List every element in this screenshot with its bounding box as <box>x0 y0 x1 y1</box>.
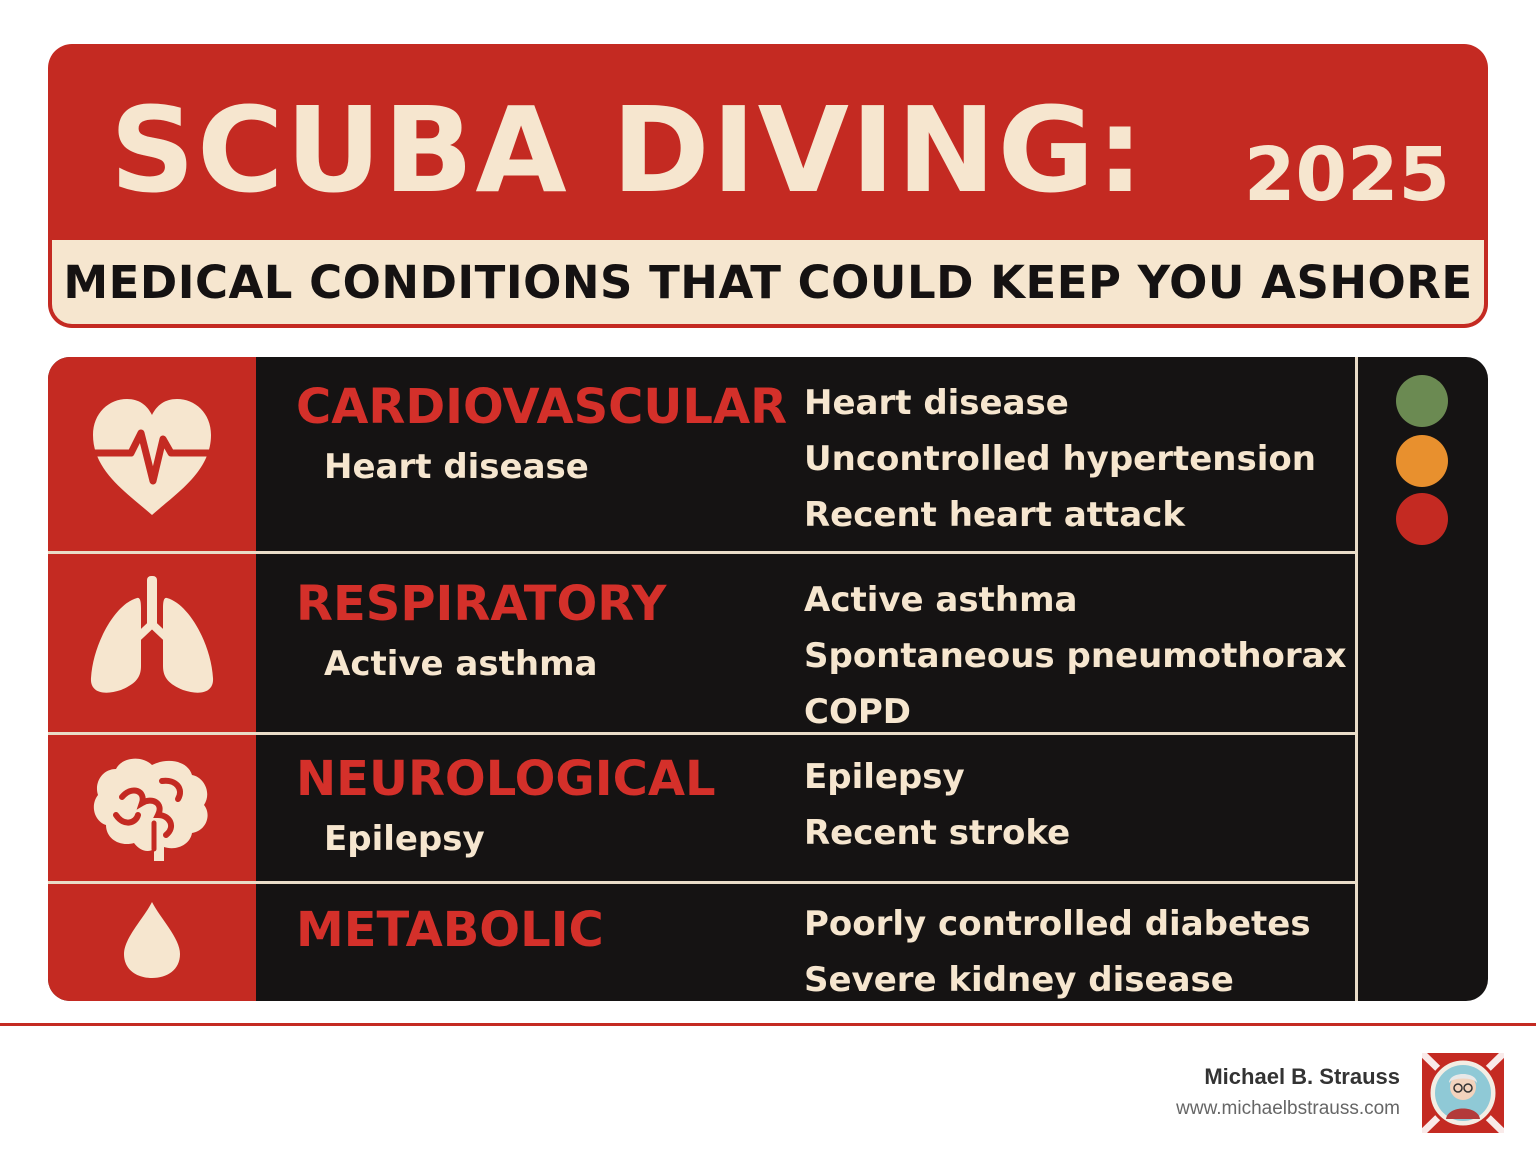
brain-icon <box>48 757 256 865</box>
list-item: COPD <box>804 692 911 732</box>
status-dot-green <box>1396 375 1448 427</box>
list-item: Epilepsy <box>804 757 965 797</box>
category-example-neurological: Epilepsy <box>324 819 485 859</box>
condition-list-metabolic: Poorly controlled diabetes Severe kidney… <box>804 896 1311 1001</box>
lungs-icon <box>48 574 256 698</box>
list-item: Heart disease <box>804 383 1069 423</box>
category-title-neurological: NEUROLOGICAL <box>296 751 716 807</box>
list-item: Recent stroke <box>804 813 1071 853</box>
page-title: SCUBA DIVING: <box>110 81 1146 219</box>
conditions-table: CARDIOVASCULAR Heart disease Heart disea… <box>48 357 1488 1001</box>
author-logo <box>1419 1050 1507 1136</box>
title-banner: SCUBA DIVING: 2025 MEDICAL CONDITIONS TH… <box>48 44 1488 328</box>
status-dot-red <box>1396 493 1448 545</box>
footer-divider <box>0 1023 1536 1026</box>
category-title-cardiovascular: CARDIOVASCULAR <box>296 379 788 435</box>
author-name: Michael B. Strauss <box>1204 1064 1400 1089</box>
row-divider <box>48 881 1357 884</box>
category-example-cardiovascular: Heart disease <box>324 447 589 487</box>
category-example-respiratory: Active asthma <box>324 644 598 684</box>
condition-list-neurological: Epilepsy Recent stroke <box>804 749 1070 861</box>
column-divider <box>1355 357 1358 1001</box>
table-row-respiratory: RESPIRATORY Active asthma Active asthma … <box>48 554 1355 732</box>
category-title-metabolic: METABOLIC <box>296 902 604 958</box>
condition-list-cardiovascular: Heart disease Uncontrolled hypertension … <box>804 375 1316 543</box>
condition-list-respiratory: Active asthma Spontaneous pneumothorax C… <box>804 572 1347 740</box>
subtitle-bar: MEDICAL CONDITIONS THAT COULD KEEP YOU A… <box>52 240 1484 324</box>
year-label: 2025 <box>1244 132 1450 218</box>
website-link[interactable]: www.michaelbstrauss.com <box>1176 1098 1400 1119</box>
list-item: Active asthma <box>804 580 1078 620</box>
page-subtitle: MEDICAL CONDITIONS THAT COULD KEEP YOU A… <box>63 255 1473 309</box>
row-divider <box>48 732 1357 735</box>
heart-pulse-icon <box>48 395 256 519</box>
list-item: Uncontrolled hypertension <box>804 439 1316 479</box>
drop-icon <box>48 900 256 980</box>
table-row-metabolic: METABOLIC Poorly controlled diabetes Sev… <box>48 884 1355 1001</box>
category-title-respiratory: RESPIRATORY <box>296 576 667 632</box>
row-divider <box>48 551 1357 554</box>
list-item: Severe kidney disease <box>804 960 1234 1000</box>
list-item: Poorly controlled diabetes <box>804 904 1311 944</box>
status-dot-orange <box>1396 435 1448 487</box>
list-item: Recent heart attack <box>804 495 1185 535</box>
table-row-neurological: NEUROLOGICAL Epilepsy Epilepsy Recent st… <box>48 735 1355 881</box>
list-item: Spontaneous pneumothorax <box>804 636 1347 676</box>
table-row-cardiovascular: CARDIOVASCULAR Heart disease Heart disea… <box>48 357 1355 551</box>
